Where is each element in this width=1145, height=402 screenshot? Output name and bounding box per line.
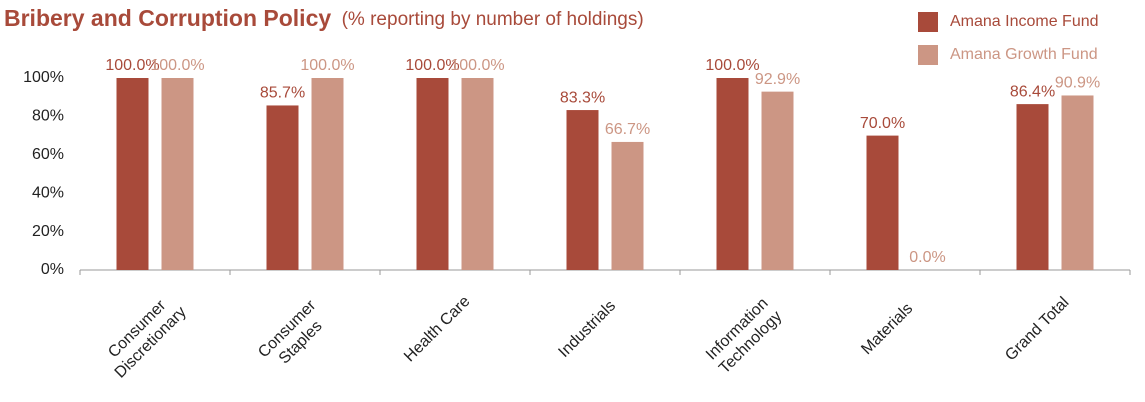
bar bbox=[716, 78, 749, 270]
bar bbox=[311, 78, 344, 270]
bar bbox=[416, 78, 449, 270]
bar bbox=[161, 78, 194, 270]
y-tick-label: 40% bbox=[32, 184, 64, 201]
bar bbox=[761, 91, 794, 270]
value-label: 100.0% bbox=[405, 57, 459, 74]
bar bbox=[461, 78, 494, 270]
bar bbox=[1016, 104, 1049, 270]
value-label: 92.9% bbox=[755, 71, 800, 88]
value-label: 100.0% bbox=[105, 57, 159, 74]
y-tick-label: 100% bbox=[23, 69, 64, 86]
legend-label: Amana Growth Fund bbox=[950, 46, 1098, 63]
legend-swatch bbox=[918, 12, 938, 32]
bar bbox=[611, 141, 644, 270]
value-label: 100.0% bbox=[705, 57, 759, 74]
value-label: 100.0% bbox=[450, 57, 504, 74]
bar bbox=[116, 78, 149, 270]
bar bbox=[866, 135, 899, 270]
value-label: 90.9% bbox=[1055, 75, 1100, 92]
y-tick-label: 60% bbox=[32, 146, 64, 163]
bar bbox=[566, 110, 599, 271]
bar bbox=[266, 105, 299, 271]
value-label: 70.0% bbox=[860, 115, 905, 132]
y-tick-label: 0% bbox=[41, 261, 64, 278]
bar bbox=[1061, 95, 1094, 270]
value-label: 0.0% bbox=[909, 249, 945, 266]
value-label: 100.0% bbox=[300, 57, 354, 74]
legend-label: Amana Income Fund bbox=[950, 13, 1099, 30]
value-label: 66.7% bbox=[605, 121, 650, 138]
chart-title-line: Bribery and Corruption Policy (% reporti… bbox=[4, 5, 644, 31]
value-label: 100.0% bbox=[150, 57, 204, 74]
chart-subtitle: (% reporting by number of holdings) bbox=[342, 9, 644, 30]
y-tick-label: 20% bbox=[32, 223, 64, 240]
value-label: 86.4% bbox=[1010, 83, 1055, 100]
legend-swatch bbox=[918, 45, 938, 65]
value-label: 83.3% bbox=[560, 89, 605, 106]
value-label: 85.7% bbox=[260, 85, 305, 102]
y-tick-label: 80% bbox=[32, 108, 64, 125]
chart-title: Bribery and Corruption Policy bbox=[4, 5, 331, 31]
